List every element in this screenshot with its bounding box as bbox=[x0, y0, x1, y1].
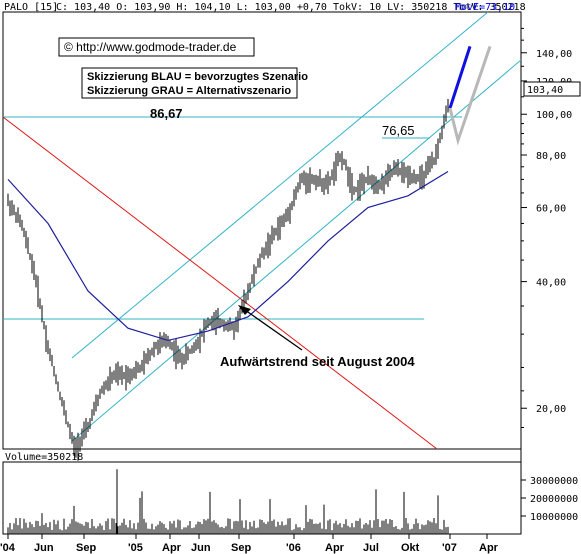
current-price-label: 103,40 bbox=[527, 85, 563, 96]
header-symbol: PALO [15] bbox=[4, 2, 58, 13]
x-tick-label: Okt bbox=[401, 542, 420, 554]
trend-arrow-shaft bbox=[244, 309, 303, 351]
channel-upper-line bbox=[71, 11, 489, 359]
legend-grey-text: Skizzierung GRAU = Alternativszenario bbox=[87, 85, 291, 97]
header-movavg: MovE=73,10 bbox=[455, 2, 515, 13]
scenario-grey-path bbox=[448, 45, 492, 146]
x-tick-label: Apr bbox=[479, 542, 499, 554]
volume-tick-label: 10000000 bbox=[530, 512, 578, 523]
legend-blue-text: Skizzierung BLAU = bevorzugtes Szenario bbox=[87, 71, 308, 83]
y-tick-label: 80,00 bbox=[536, 151, 566, 162]
x-tick-label: Apr bbox=[162, 542, 182, 554]
level-86-label: 86,67 bbox=[150, 106, 183, 121]
moving-average-line bbox=[7, 170, 449, 342]
x-tick-label: Sep bbox=[231, 542, 251, 554]
x-tick-label: '04 bbox=[0, 542, 16, 554]
current-price-box bbox=[523, 81, 581, 97]
price-bars bbox=[7, 99, 449, 461]
y-tick-label: 20,00 bbox=[536, 404, 566, 415]
y-tick-label: 100,00 bbox=[536, 110, 572, 121]
moving-average-layer bbox=[7, 170, 449, 342]
volume-bars bbox=[7, 469, 449, 534]
downtrend-line bbox=[2, 116, 438, 450]
scenario-blue-path bbox=[448, 45, 472, 109]
x-tick-label: '07 bbox=[442, 542, 457, 554]
grid-ticks bbox=[7, 27, 527, 539]
header-quote: C: 103,40 O: 103,90 H: 104,10 L: 103,00 … bbox=[56, 2, 526, 13]
x-tick-label: Jun bbox=[34, 542, 54, 554]
trend-annotation: Aufwärtstrend seit August 2004 bbox=[220, 354, 415, 369]
y-tick-label: 140,00 bbox=[536, 49, 572, 60]
axis-labels: 140,00120,00100,0080,0060,0040,0020,00'0… bbox=[0, 49, 578, 554]
y-tick-label: 40,00 bbox=[536, 278, 566, 289]
y-tick-label: 60,00 bbox=[536, 204, 566, 215]
trend-arrow-head bbox=[238, 305, 251, 315]
copyright-text: © http://www.godmode-trader.de bbox=[64, 40, 237, 54]
channel-lower-line bbox=[71, 59, 522, 442]
x-tick-label: Jul bbox=[363, 542, 379, 554]
copyright-box bbox=[58, 37, 255, 57]
volume-tick-label: 20000000 bbox=[530, 494, 578, 505]
volume-label: Volume=350218 bbox=[5, 452, 83, 463]
trend-lines bbox=[2, 11, 522, 450]
x-tick-label: '06 bbox=[286, 542, 301, 554]
x-tick-label: '05 bbox=[128, 542, 143, 554]
x-tick-label: Sep bbox=[76, 542, 96, 554]
scenario-legend-box bbox=[81, 67, 298, 99]
level-76-label: 76,65 bbox=[382, 123, 415, 138]
x-tick-label: Jun bbox=[191, 542, 211, 554]
x-tick-label: Apr bbox=[325, 542, 345, 554]
volume-tick-label: 30000000 bbox=[530, 476, 578, 487]
